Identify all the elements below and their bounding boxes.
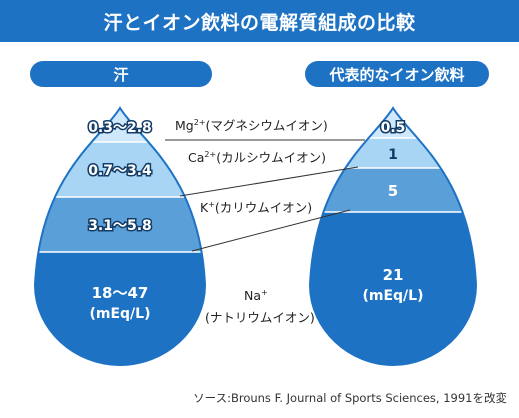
connector-k	[191, 209, 351, 252]
ion-desc-mg: (マグネシウムイオン)	[206, 118, 328, 133]
drink-label: 代表的なイオン飲料	[305, 61, 489, 87]
ion-name-mg: Mg	[175, 118, 194, 133]
ion-desc-na: (ナトリウムイオン)	[205, 310, 315, 325]
ion-name-ca: Ca	[188, 150, 204, 165]
ion-charge-ca: 2+	[204, 150, 216, 159]
sweat-unit: (mEq/L)	[89, 306, 150, 322]
connector-ca	[179, 166, 359, 197]
ion-label-mg: Mg2+(マグネシウムイオン)	[175, 118, 328, 133]
ion-label-ca: Ca2+(カルシウムイオン)	[188, 150, 326, 165]
ion-label-k: K+(カリウムイオン)	[200, 200, 312, 215]
drink-value-ca: 1	[388, 147, 398, 163]
sweat-label: 汗	[30, 61, 212, 87]
drink-label-text: 代表的なイオン飲料	[329, 65, 465, 84]
drink-drop-outline	[308, 106, 478, 367]
ion-label-na-name: Na+	[244, 288, 268, 303]
ion-desc-ca: (カルシウムイオン)	[216, 150, 326, 165]
sweat-value-mg: 0.3～2.8	[88, 120, 152, 136]
drink-value-na: 21	[383, 266, 404, 284]
source-note: ソース:Brouns F. Journal of Sports Sciences…	[193, 391, 507, 405]
ion-desc-k: (カリウムイオン)	[215, 200, 312, 215]
sweat-value-na: 18～47	[92, 284, 149, 302]
sweat-value-ca: 0.7～3.4	[88, 163, 152, 179]
ion-name-na: Na	[244, 288, 261, 303]
sweat-label-text: 汗	[113, 65, 129, 84]
ion-name-k: K	[200, 200, 209, 215]
drink-value-mg: 0.5	[381, 120, 406, 136]
sweat-drop-outline	[33, 106, 207, 367]
sweat-drop	[35, 108, 205, 365]
sweat-band-k	[35, 197, 205, 252]
drink-band-na	[310, 212, 476, 365]
ion-charge-k: +	[208, 200, 215, 209]
ion-charge-na: +	[261, 288, 268, 297]
ion-charge-mg: 2+	[194, 118, 206, 127]
sweat-value-k: 3.1～5.8	[88, 218, 152, 234]
page-title: 汗とイオン飲料の電解質組成の比較	[103, 11, 416, 34]
title-banner: 汗とイオン飲料の電解質組成の比較	[0, 0, 519, 42]
drink-drop	[310, 108, 476, 365]
drink-value-k: 5	[388, 182, 398, 200]
drink-unit: (mEq/L)	[362, 288, 423, 304]
